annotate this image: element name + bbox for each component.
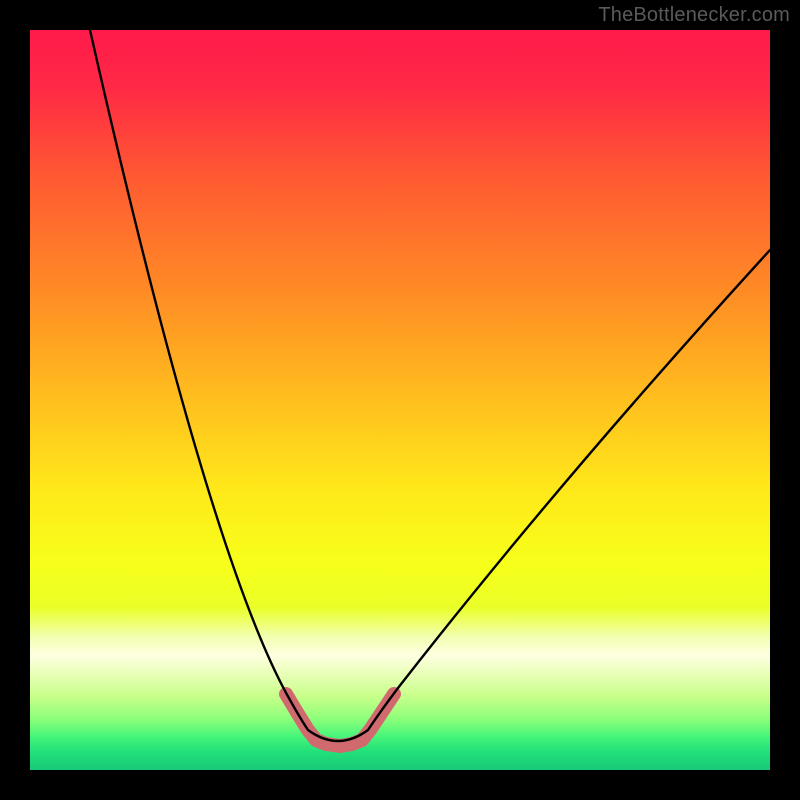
chart-stage: TheBottlenecker.com xyxy=(0,0,800,800)
gradient-background xyxy=(30,30,770,770)
watermark-text: TheBottlenecker.com xyxy=(598,4,790,27)
bottleneck-chart xyxy=(0,0,800,800)
